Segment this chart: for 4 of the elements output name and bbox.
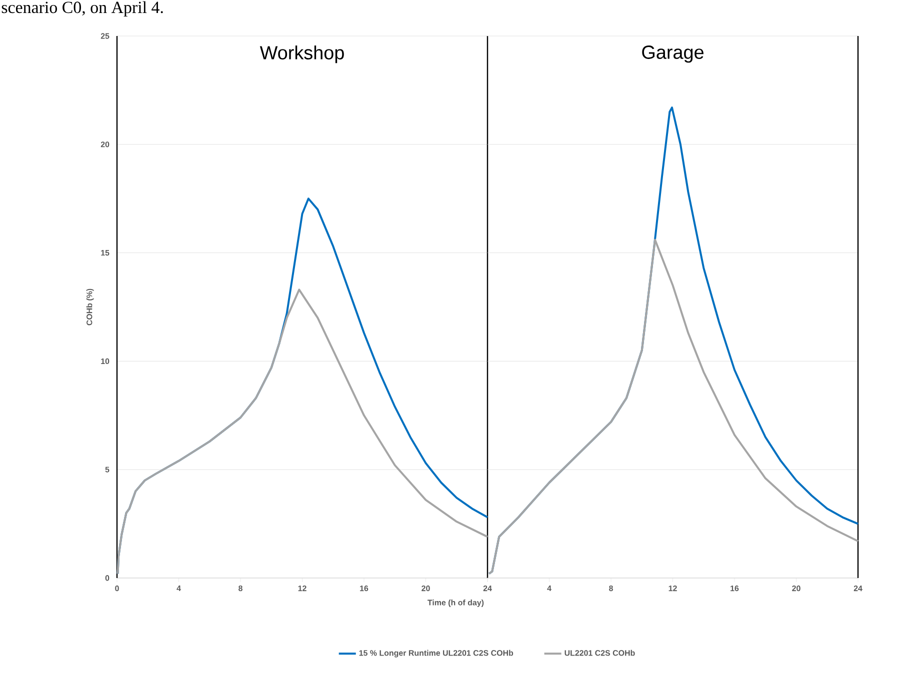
chart-title: Garage: [642, 46, 704, 63]
text: scenario C0, on April 4.: [2, 1, 163, 17]
line-series: [116, 288, 489, 575]
chart-title: Workshop: [260, 46, 344, 64]
